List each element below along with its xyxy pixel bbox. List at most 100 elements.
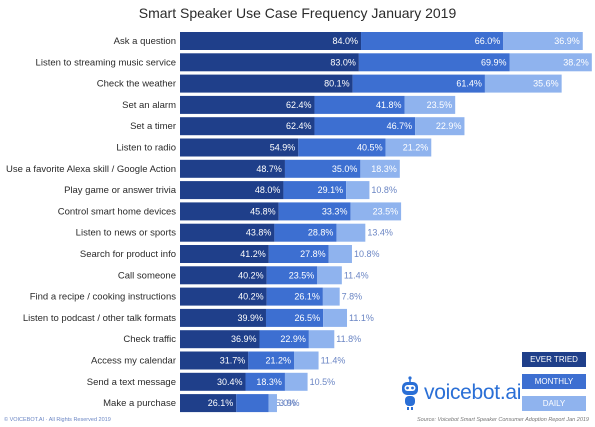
bar-monthly — [236, 394, 269, 413]
value-label-monthly: 69.9% — [481, 57, 507, 67]
value-label-ever-tried: 30.4% — [217, 377, 243, 387]
bar-ever-tried — [180, 32, 362, 50]
category-label: Ask a question — [114, 36, 176, 47]
bar-ever-tried — [180, 181, 284, 200]
robot-icon — [402, 376, 418, 410]
bar-ever-tried — [180, 266, 267, 285]
bar-monthly — [283, 181, 347, 200]
bar-daily — [284, 372, 308, 391]
value-label-monthly: 21.2% — [265, 356, 291, 366]
value-label-monthly: 66.0% — [475, 36, 501, 46]
bar-daily — [268, 394, 277, 413]
bar-daily — [346, 181, 370, 200]
category-label: Listen to radio — [116, 143, 176, 154]
bar-daily — [404, 95, 456, 114]
value-label-daily: 11.4% — [321, 356, 346, 366]
value-label-monthly: 61.4% — [456, 79, 482, 89]
bar-monthly — [266, 287, 323, 306]
bar-daily — [323, 308, 348, 327]
value-label-daily: 10.8% — [371, 185, 397, 195]
bar-ever-tried — [180, 372, 246, 391]
copyright-note: © VOICEBOT.AI · All Rights Reserved 2019 — [4, 417, 111, 423]
bar-daily — [293, 351, 319, 370]
bar-daily — [385, 138, 432, 157]
value-label-ever-tried: 62.4% — [286, 100, 312, 110]
bar-ever-tried — [180, 159, 285, 178]
value-label-monthly: 35.0% — [332, 164, 358, 174]
value-label-ever-tried: 80.1% — [324, 79, 350, 89]
bar-monthly — [278, 202, 351, 221]
value-label-daily: 23.5% — [373, 206, 399, 216]
bar-monthly — [259, 330, 309, 349]
value-label-daily: 21.2% — [403, 143, 429, 153]
category-label: Make a purchase — [103, 398, 176, 409]
value-label-daily: 18.3% — [371, 164, 397, 174]
value-label-ever-tried: 36.9% — [231, 334, 257, 344]
value-label-ever-tried: 83.0% — [330, 57, 356, 67]
bar-daily — [308, 330, 335, 349]
bar-monthly — [274, 223, 337, 242]
value-label-daily: 3.9% — [279, 398, 300, 408]
value-label-ever-tried: 41.2% — [240, 249, 266, 259]
legend-monthly: MONTHLY — [522, 374, 586, 389]
category-label: Call someone — [118, 270, 176, 281]
value-label-daily: 36.9% — [554, 36, 580, 46]
value-label-ever-tried: 48.7% — [256, 164, 282, 174]
bar-monthly — [284, 159, 361, 178]
category-label: Listen to streaming music service — [36, 57, 176, 68]
value-label-monthly: 29.1% — [318, 185, 344, 195]
category-label: Find a recipe / cooking instructions — [30, 292, 177, 303]
bar-ever-tried — [180, 138, 299, 157]
bar-ever-tried — [180, 330, 260, 349]
bar-daily — [328, 245, 352, 263]
bar-monthly — [358, 53, 510, 72]
value-label-daily: 22.9% — [436, 121, 462, 131]
value-label-monthly: 33.3% — [322, 206, 348, 216]
bar-monthly — [314, 117, 416, 136]
bar-daily — [415, 117, 465, 136]
bar-monthly — [314, 95, 405, 114]
bar-ever-tried — [180, 351, 249, 370]
category-label: Set an alarm — [122, 100, 176, 111]
value-label-monthly: 40.5% — [357, 143, 383, 153]
bar-ever-tried — [180, 53, 359, 72]
value-label-ever-tried: 40.2% — [238, 270, 264, 280]
value-label-ever-tried: 43.8% — [246, 228, 272, 238]
category-label: Access my calendar — [91, 356, 176, 367]
voicebot-logo: voicebot.ai — [400, 376, 521, 410]
brand-name: voicebot.ai — [424, 381, 522, 404]
value-label-ever-tried: 39.9% — [237, 313, 263, 323]
value-label-monthly: 46.7% — [387, 121, 413, 131]
bar-daily — [336, 223, 366, 242]
bar-daily — [509, 53, 592, 72]
chart-title: Smart Speaker Use Case Frequency January… — [138, 5, 457, 21]
value-label-monthly: 26.5% — [295, 313, 321, 323]
value-label-monthly: 41.8% — [376, 100, 402, 110]
value-label-ever-tried: 31.7% — [220, 356, 246, 366]
bar-monthly — [268, 245, 329, 263]
bar-monthly — [245, 372, 285, 391]
legend-ever-tried: EVER TRIED — [522, 352, 586, 367]
value-label-daily: 7.8% — [342, 292, 363, 302]
bar-monthly — [352, 74, 485, 93]
category-label: Control smart home devices — [58, 206, 177, 217]
bar-ever-tried — [180, 245, 269, 263]
bar-monthly — [248, 351, 294, 370]
value-label-monthly: 28.8% — [308, 228, 334, 238]
value-label-monthly: 18.3% — [256, 377, 282, 387]
value-label-daily: 11.4% — [344, 270, 369, 280]
category-label: Listen to podcast / other talk formats — [23, 313, 176, 324]
value-label-monthly: 27.8% — [300, 249, 326, 259]
value-label-monthly: 26.1% — [294, 292, 320, 302]
value-label-ever-tried: 26.1% — [208, 398, 234, 408]
bar-ever-tried — [180, 223, 275, 242]
source-note: Source: Voicebot Smart Speaker Consumer … — [416, 417, 589, 423]
bar-daily — [322, 287, 340, 306]
bar-monthly — [266, 266, 318, 285]
bar-monthly — [298, 138, 386, 157]
value-label-ever-tried: 45.8% — [250, 206, 276, 216]
value-label-daily: 11.1% — [349, 313, 374, 323]
bar-ever-tried — [180, 74, 353, 93]
category-label: Check traffic — [123, 334, 176, 345]
